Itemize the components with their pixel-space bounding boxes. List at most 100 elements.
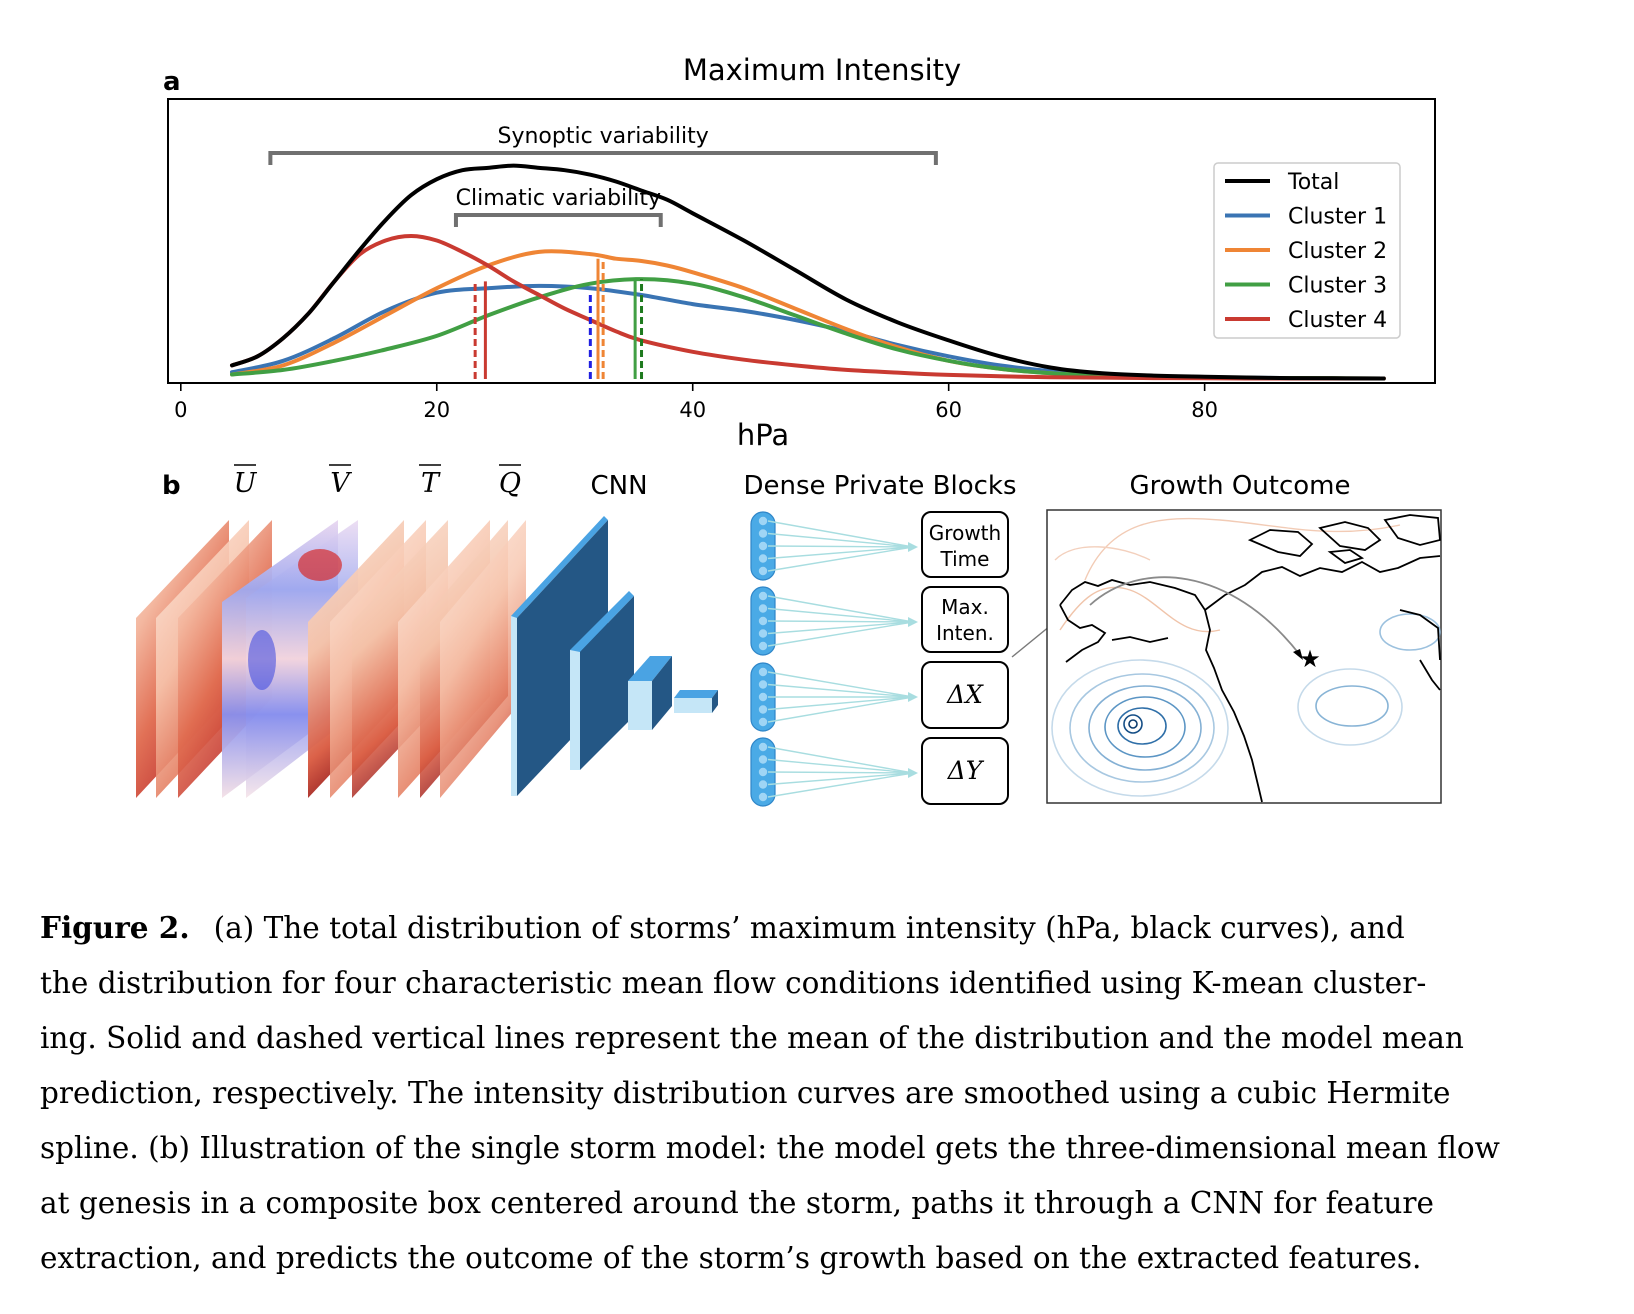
caption-label: Figure 2.: [40, 910, 190, 945]
caption-line-2: the distribution for four characteristic…: [40, 966, 1427, 1000]
caption-text-1: (a) The total distribution of storms’ ma…: [213, 911, 1405, 945]
x-tick-label-0: 0: [174, 398, 187, 422]
dense-node: [758, 554, 768, 563]
coastlines: [1059, 514, 1441, 803]
dense-block-4: [750, 737, 918, 807]
dense-connector: [767, 532, 914, 548]
cnn-architecture: [511, 516, 718, 796]
output-growth-time-line2: Time: [940, 547, 990, 571]
output-max-intensity-line1: Max.: [941, 595, 989, 619]
cnn-layer-1-side: [511, 616, 517, 796]
field-hotspot-2: [248, 630, 276, 690]
dense-node: [758, 616, 768, 626]
dense-node: [758, 541, 768, 551]
cnn-layer-3-side: [628, 681, 652, 730]
connector-to-map: [1011, 625, 1051, 658]
dense-connector: [767, 546, 914, 572]
output-delta-x: ΔX: [946, 680, 984, 709]
dense-node: [758, 629, 768, 638]
storm-end-star-icon: ★: [1299, 645, 1321, 673]
series-line-cluster-4: [230, 234, 1386, 381]
dense-block-3: [750, 662, 918, 732]
dense-node: [758, 667, 768, 677]
dense-node: [758, 692, 768, 702]
panel-b: b U V T Q CNN: [136, 464, 1442, 807]
figure-caption: Figure 2. (a) The total distribution of s…: [40, 900, 1615, 1286]
dense-connector: [767, 772, 914, 798]
storm-track: [1089, 576, 1301, 656]
series-curves: [230, 163, 1386, 381]
dense-connector: [767, 621, 914, 635]
output-max-intensity-line2: Inten.: [936, 621, 994, 645]
dense-connector: [767, 545, 914, 548]
legend-label-total: Total: [1287, 170, 1339, 195]
output-box-max-intensity: [921, 586, 1009, 653]
dense-node: [758, 717, 768, 727]
legend-label-cluster-1: Cluster 1: [1288, 205, 1387, 230]
legend-box: [1213, 162, 1401, 339]
input-label-u: U: [234, 468, 258, 499]
chart-title: Maximum Intensity: [683, 53, 961, 87]
dense-private-blocks: [750, 511, 918, 807]
input-field-stack: [136, 520, 526, 798]
dense-node: [758, 792, 768, 802]
bracket-synoptic-variability: [268, 151, 938, 165]
bracket-climatic-variability: [453, 213, 663, 227]
dense-blocks-label: Dense Private Blocks: [743, 471, 1016, 501]
cnn-layer-3-top: [628, 656, 672, 681]
dense-block-1: [750, 511, 918, 581]
cnn-layer-2-front: [580, 596, 634, 770]
series-line-cluster-1: [230, 283, 1386, 381]
cnn-layer-3-front: [652, 656, 672, 730]
caption-line-3: ing. Solid and dashed vertical lines rep…: [40, 1021, 1464, 1055]
dense-connector: [767, 607, 914, 623]
map-frame: [1046, 509, 1442, 804]
dense-node: [758, 604, 768, 613]
dense-node: [758, 641, 768, 651]
dense-connector: [767, 696, 914, 711]
plot-frame: [167, 98, 1436, 384]
output-box-growth-time: [921, 511, 1009, 578]
dense-connector: [767, 772, 914, 786]
output-box-delta-x: [921, 661, 1009, 729]
dense-node: [758, 705, 768, 714]
caption-line-7: extraction, and predicts the outcome of …: [40, 1241, 1422, 1275]
caption-line-5: spline. (b) Illustration of the single s…: [40, 1131, 1500, 1165]
caption-line-4: prediction, respectively. The intensity …: [40, 1076, 1451, 1110]
caption-line-1: Figure 2. (a) The total distribution of s…: [40, 900, 1615, 956]
bracket-label-synoptic-variability: Synoptic variability: [497, 124, 708, 149]
panel-b-label: b: [162, 471, 181, 501]
output-boxes: Growth Time Max. Inten. ΔX ΔY: [921, 511, 1009, 805]
x-tick-label-40: 40: [679, 398, 706, 422]
mean-lines: [473, 258, 644, 379]
dense-node: [758, 516, 768, 526]
cnn-layer-4-top: [674, 690, 718, 698]
dense-connector: [767, 683, 914, 698]
dense-node: [758, 591, 768, 601]
dense-arrowhead: [908, 692, 918, 702]
dense-node: [758, 680, 768, 689]
legend-label-cluster-3: Cluster 3: [1288, 274, 1387, 299]
field-hotspot-1: [298, 549, 342, 581]
series-line-cluster-3: [230, 277, 1386, 381]
dense-connector: [767, 696, 914, 723]
dense-arrowhead: [908, 768, 918, 778]
cnn-layer-1-top: [511, 516, 608, 618]
dense-connector: [767, 546, 914, 560]
output-delta-y: ΔY: [947, 756, 985, 785]
variability-brackets: Synoptic variability Climatic variability: [268, 124, 938, 227]
dense-node: [758, 742, 768, 752]
pressure-contours: [1051, 517, 1441, 797]
legend-label-cluster-4: Cluster 4: [1288, 308, 1387, 333]
dense-node: [758, 529, 768, 538]
panel-a: a Maximum Intensity 0 20 40 60 80 hPa Synopt…: [163, 53, 1436, 452]
dense-arrowhead: [908, 617, 918, 627]
output-box-delta-y: [921, 737, 1009, 805]
cnn-layer-2-side: [570, 650, 580, 770]
panel-a-label: a: [163, 67, 181, 97]
series-line-total: [230, 163, 1386, 381]
input-labels: U V T Q: [234, 464, 521, 499]
cnn-label: CNN: [590, 471, 647, 501]
dense-connector: [767, 671, 914, 698]
